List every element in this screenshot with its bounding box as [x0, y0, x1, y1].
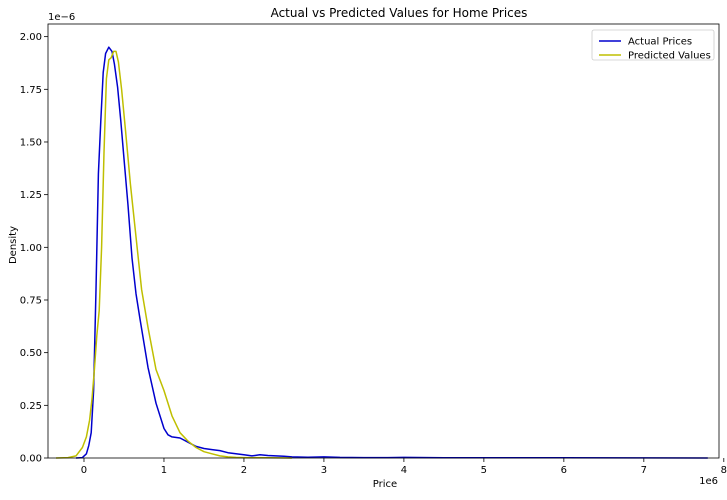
- series-line-actual-prices: [75, 46, 708, 459]
- legend-box: [591, 29, 715, 61]
- x-tick-label: 2: [241, 465, 247, 476]
- legend-label-predicted-values: Predicted Values: [628, 51, 711, 62]
- y-axis-offset-text: 1e−6: [48, 12, 75, 23]
- x-axis-label: Price: [373, 479, 397, 490]
- y-tick-label: 1.75: [20, 85, 42, 96]
- y-tick-label: 1.00: [20, 243, 42, 254]
- x-tick-label: 1: [161, 465, 167, 476]
- x-tick-label: 8: [721, 465, 727, 476]
- y-tick-label: 1.25: [20, 190, 42, 201]
- x-tick-label: 5: [481, 465, 487, 476]
- y-tick-label: 0.50: [20, 348, 42, 359]
- x-axis-offset-text: 1e6: [699, 476, 718, 487]
- x-tick-label: 7: [641, 465, 647, 476]
- y-tick-label: 1.50: [20, 137, 42, 148]
- y-tick-label: 0.25: [20, 401, 42, 412]
- y-axis-label: Density: [8, 226, 19, 264]
- y-tick-label: 0.75: [20, 295, 42, 306]
- plot-frame: [47, 23, 720, 459]
- legend-label-actual-prices: Actual Prices: [628, 37, 692, 48]
- axis-ticks: 0 1 2 3 4 5 6 7 8 0.00 0.25 0.50 0.75 1.00 1.25 1.50 1.7…: [20, 32, 727, 476]
- y-tick-label: 0.00: [20, 454, 42, 465]
- x-tick-label: 6: [561, 465, 567, 476]
- legend: Actual Prices Predicted Values: [591, 29, 715, 62]
- x-tick-label: 4: [401, 465, 407, 476]
- chart-title: Actual vs Predicted Values for Home Pric…: [271, 6, 528, 20]
- y-tick-label: 2.00: [20, 32, 42, 43]
- x-tick-label: 3: [321, 465, 327, 476]
- series-lines: [55, 46, 708, 459]
- x-tick-label: 0: [81, 465, 87, 476]
- series-line-predicted-values: [55, 50, 292, 459]
